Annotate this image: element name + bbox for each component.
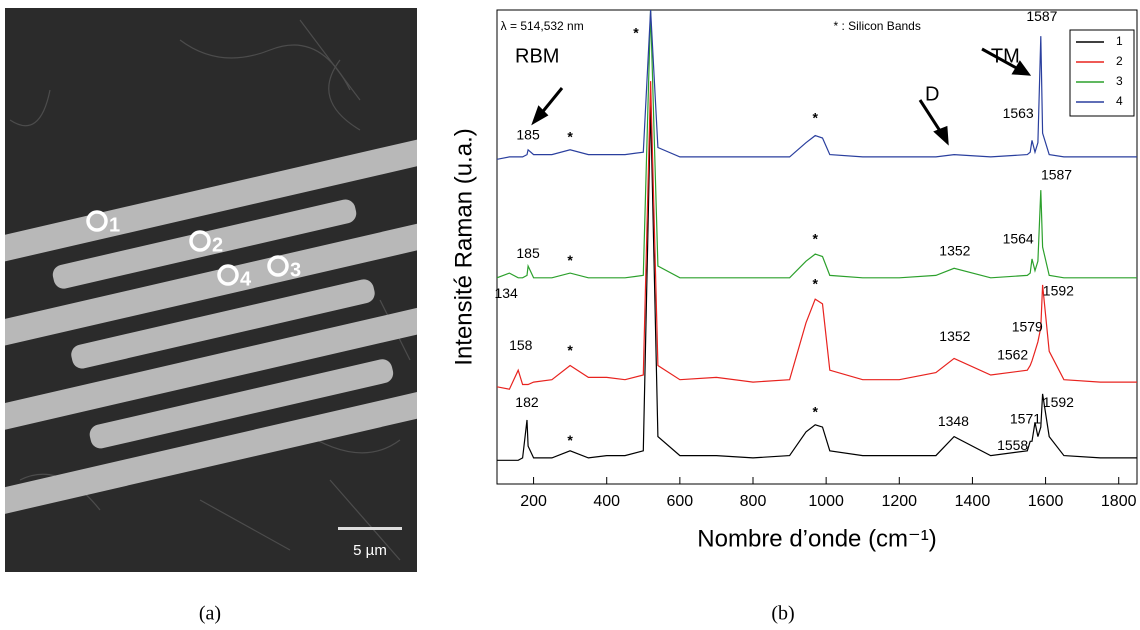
point-marker xyxy=(217,264,239,286)
annotation: 1587 xyxy=(1026,8,1057,24)
caption-a: (a) xyxy=(199,603,221,625)
legend: 1 2 3 4 xyxy=(1069,29,1135,117)
annotation: RBM xyxy=(515,46,559,68)
annotation: 1352 xyxy=(939,242,970,258)
point-label: 1 xyxy=(109,214,120,236)
annotation: 1592 xyxy=(1043,394,1074,410)
x-tick-label: 1600 xyxy=(1028,493,1064,510)
legend-box xyxy=(1069,29,1135,117)
spectrum-line xyxy=(497,10,1137,279)
arrows xyxy=(531,47,1032,146)
point-label: 2 xyxy=(212,234,223,256)
x-tick-label: 800 xyxy=(740,493,767,510)
annotation: 185 xyxy=(516,126,540,142)
annotation: * xyxy=(812,231,818,247)
annotation: * xyxy=(567,129,573,145)
annotation: 1352 xyxy=(939,328,970,344)
measurement-points: 1 2 3 4 xyxy=(86,210,301,290)
annotation: λ = 514,532 nm xyxy=(501,19,584,33)
caption-b: (b) xyxy=(771,603,794,625)
x-tick-label: 200 xyxy=(520,493,547,510)
annotation: * xyxy=(567,252,573,268)
point-label: 4 xyxy=(240,268,252,290)
spectrum-line xyxy=(497,81,1137,390)
x-axis-label: Nombre d’onde (cm⁻¹) xyxy=(697,525,936,552)
annotation: * xyxy=(633,24,639,40)
spectrum-line xyxy=(497,104,1137,461)
annotation: 134 xyxy=(494,285,518,301)
legend-label: 2 xyxy=(1116,54,1123,68)
point-marker xyxy=(267,255,289,277)
annotation: * xyxy=(812,110,818,126)
annotation: * xyxy=(812,404,818,420)
annotation: 158 xyxy=(509,337,533,353)
spectra xyxy=(497,10,1137,461)
x-tick-label: 400 xyxy=(593,493,620,510)
annotation: 1348 xyxy=(938,413,969,429)
annotation: TM xyxy=(991,46,1020,68)
annotation: * xyxy=(812,276,818,292)
annotation: * xyxy=(567,432,573,448)
y-axis-label: Intensité Raman (u.a.) xyxy=(450,128,477,365)
point-marker xyxy=(189,230,211,252)
scale-bar-label: 5 µm xyxy=(353,542,387,559)
annotation: 185 xyxy=(516,245,540,261)
legend-label: 1 xyxy=(1116,34,1123,48)
x-tick-label: 1400 xyxy=(955,493,991,510)
sem-image xyxy=(5,8,417,572)
annotation: 1592 xyxy=(1043,283,1074,299)
annotation: 1571 xyxy=(1010,411,1041,427)
x-tick-label: 600 xyxy=(667,493,694,510)
spectrum-line xyxy=(497,10,1137,160)
annotation: 1558 xyxy=(997,437,1028,453)
point-label: 3 xyxy=(290,259,301,281)
x-tick-label: 1000 xyxy=(808,493,844,510)
legend-label: 3 xyxy=(1116,74,1123,88)
annotation: * xyxy=(567,342,573,358)
annotation: * : Silicon Bands xyxy=(833,19,920,33)
annotation: 1587 xyxy=(1041,167,1072,183)
annotation: 1579 xyxy=(1012,318,1043,334)
annotation: 1562 xyxy=(997,347,1028,363)
annotation: D xyxy=(925,84,939,106)
x-tick-label: 1800 xyxy=(1101,493,1137,510)
annotation: 182 xyxy=(515,394,539,410)
x-tick-label: 1200 xyxy=(881,493,917,510)
plot: 200 400 600 800 1000 1200 1400 1600 1800 λ = 514,… xyxy=(494,8,1137,510)
point-marker xyxy=(86,210,108,232)
plot-frame xyxy=(496,9,1138,485)
annotation: 1564 xyxy=(1003,231,1034,247)
annotation: 1563 xyxy=(1003,105,1034,121)
legend-label: 4 xyxy=(1116,94,1123,108)
